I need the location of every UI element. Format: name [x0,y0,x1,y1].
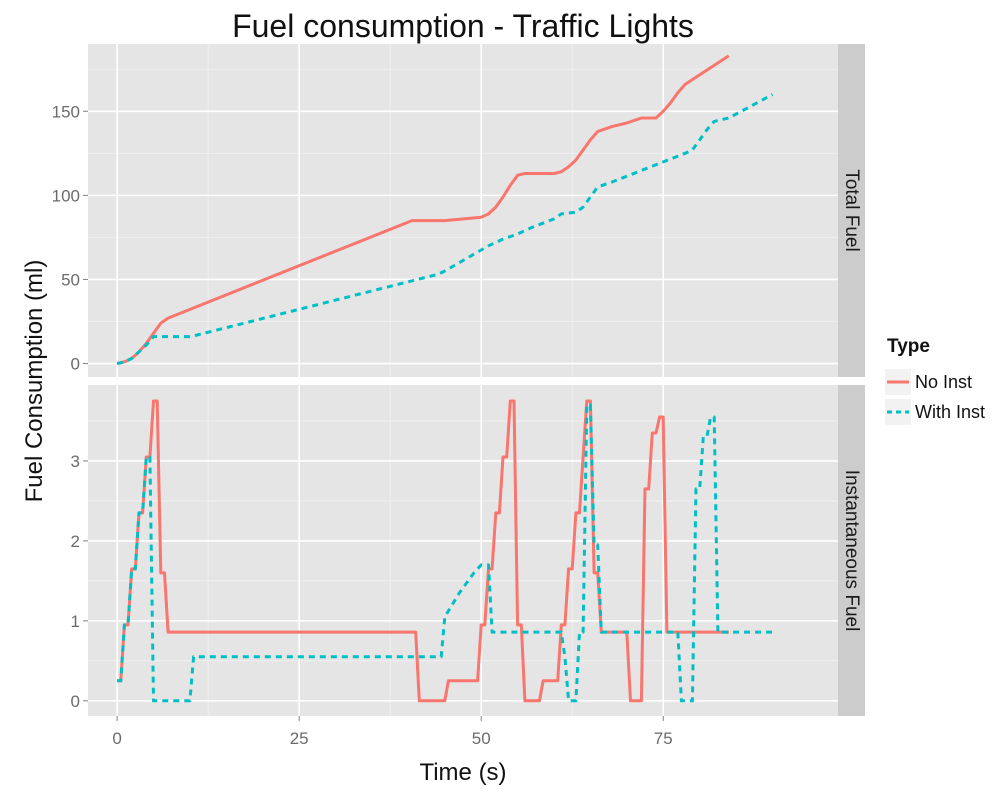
y-tick-label: 1 [71,612,80,631]
chart-title: Fuel consumption - Traffic Lights [232,8,694,44]
facet-strip [838,385,865,716]
series-line-no-inst [116,54,730,365]
series-line-with-inst [116,93,774,365]
y-tick-label: 3 [71,452,80,471]
legend-label: No Inst [915,372,972,392]
x-tick-label: 75 [654,729,673,748]
facet-strip [838,44,865,377]
panel-total-fuel: 0 50 100 150 Total Fuel [52,44,865,377]
panels-layer: 0 50 100 150 Total Fuel 0 1 2 3 Instantaneous Fue… [52,44,865,748]
panel-background [88,44,838,377]
y-axis-title: Fuel Consumption (ml) [21,260,48,503]
facet-strip-label: Instantaneous Fuel [841,470,862,632]
legend-items: No Inst With Inst [885,369,985,425]
y-tick-label: 50 [61,270,80,289]
legend: Type No Inst With Inst [885,336,985,425]
legend-title: Type [887,336,930,357]
y-tick-label: 150 [52,102,80,121]
x-tick-label: 50 [472,729,491,748]
facet-strip-label: Total Fuel [841,169,862,251]
x-tick-label: 25 [290,729,309,748]
y-tick-label: 0 [71,355,80,374]
series-line-no-inst [117,399,729,703]
y-tick-label: 0 [71,692,80,711]
x-tick-label: 0 [112,729,121,748]
legend-label: With Inst [915,402,985,422]
y-tick-label: 2 [71,532,80,551]
panel-background [88,385,838,716]
y-tick-label: 100 [52,186,80,205]
panel-instantaneous-fuel: 0 1 2 3 Instantaneous Fuel [71,385,865,716]
x-axis-title: Time (s) [419,759,506,786]
